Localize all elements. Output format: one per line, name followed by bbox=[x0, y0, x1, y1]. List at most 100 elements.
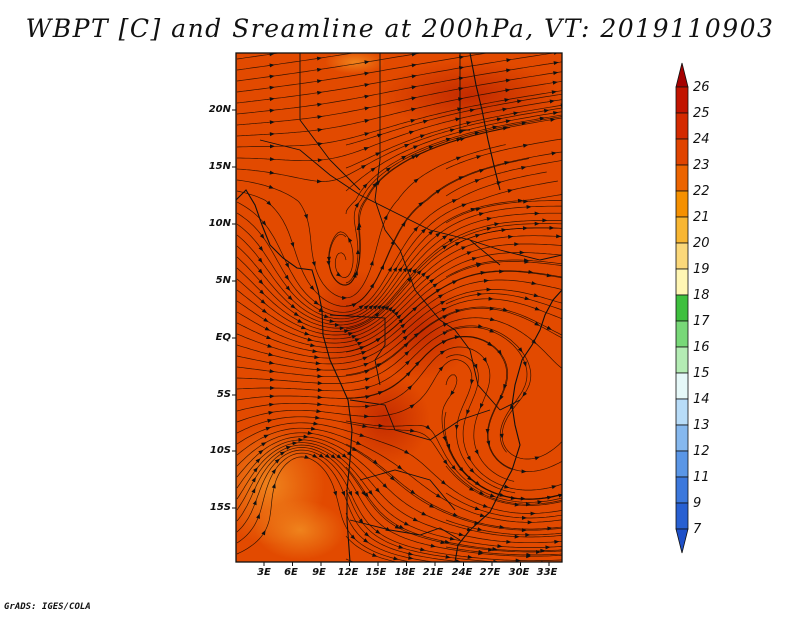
streamline-arrow bbox=[267, 343, 273, 348]
streamline-arrow bbox=[408, 555, 414, 560]
streamline-arrow bbox=[364, 83, 370, 87]
streamline-arrow bbox=[476, 155, 482, 160]
streamline-arrow bbox=[369, 260, 374, 266]
lon-label-30e: 30E bbox=[508, 567, 530, 578]
streamline-arrow bbox=[497, 544, 503, 549]
streamline-arrow bbox=[517, 198, 523, 203]
streamline-arrow bbox=[382, 483, 388, 489]
streamline-arrow bbox=[377, 391, 384, 396]
streamline-arrow bbox=[523, 199, 529, 204]
streamline-arrow bbox=[346, 451, 353, 456]
streamline-arrow bbox=[487, 341, 493, 347]
streamline bbox=[346, 335, 562, 472]
streamline-arrow bbox=[413, 178, 419, 184]
streamline-arrow bbox=[545, 545, 551, 550]
streamline-arrow bbox=[539, 116, 545, 121]
streamline-arrow bbox=[405, 360, 411, 366]
streamline-arrow bbox=[466, 527, 473, 532]
streamline-arrow bbox=[372, 182, 378, 188]
streamline-arrow bbox=[261, 530, 266, 536]
streamline-arrow bbox=[312, 453, 318, 458]
streamline bbox=[236, 447, 562, 557]
streamline-arrow bbox=[368, 304, 374, 310]
streamline-arrow bbox=[362, 424, 368, 428]
streamline bbox=[445, 519, 562, 536]
streamline bbox=[236, 346, 515, 482]
streamline-arrow bbox=[391, 308, 397, 314]
colorbar-swatch bbox=[675, 112, 689, 140]
streamline-arrow bbox=[317, 115, 323, 120]
streamline-arrow bbox=[333, 490, 338, 497]
streamline-arrow bbox=[269, 85, 275, 90]
streamline bbox=[345, 116, 562, 284]
streamline-arrow bbox=[258, 449, 264, 455]
streamline-arrow bbox=[318, 453, 325, 458]
streamline-arrow bbox=[442, 459, 448, 465]
streamline-arrow bbox=[389, 475, 396, 481]
streamline-arrow bbox=[455, 242, 461, 246]
lon-label-3e: 3E bbox=[257, 567, 271, 578]
streamline bbox=[236, 456, 413, 562]
streamline-arrow bbox=[351, 446, 358, 452]
streamline bbox=[236, 449, 562, 562]
streamline-arrow bbox=[486, 217, 492, 221]
streamline bbox=[236, 53, 489, 93]
streamline-arrow bbox=[316, 409, 322, 414]
streamline bbox=[236, 194, 562, 320]
streamline-arrow bbox=[553, 111, 559, 116]
streamline-arrow bbox=[522, 391, 527, 397]
lon-label-18e: 18E bbox=[394, 567, 416, 578]
lat-label-5n: 5N bbox=[215, 275, 231, 286]
streamline-arrow bbox=[429, 503, 435, 508]
streamline-arrow bbox=[461, 246, 467, 251]
streamline-arrow bbox=[354, 338, 360, 343]
streamline-arrow bbox=[287, 295, 293, 301]
streamline-arrow bbox=[264, 326, 271, 331]
streamline-arrow bbox=[269, 120, 275, 125]
streamline-arrow bbox=[284, 274, 289, 281]
streamline-arrow bbox=[428, 145, 434, 150]
streamline-arrow bbox=[385, 167, 392, 172]
lat-label-5s: 5S bbox=[216, 389, 231, 400]
streamline-arrow bbox=[396, 314, 402, 320]
streamline bbox=[445, 200, 562, 224]
streamline-arrow bbox=[410, 118, 416, 123]
streamline-arrow bbox=[284, 262, 290, 268]
streamline-arrow bbox=[553, 61, 559, 66]
streamline bbox=[236, 326, 528, 453]
colorbar-label-17: 17 bbox=[693, 314, 710, 329]
streamline-arrow bbox=[318, 308, 325, 312]
colorbar-swatch bbox=[675, 86, 689, 114]
streamline-arrow bbox=[543, 108, 550, 113]
streamline-arrow bbox=[261, 308, 268, 314]
streamline-arrow bbox=[268, 410, 274, 415]
lon-label-27e: 27E bbox=[479, 567, 501, 578]
streamline-arrow bbox=[458, 130, 465, 134]
streamline-arrow bbox=[496, 117, 502, 122]
streamline-arrow bbox=[451, 199, 458, 204]
streamline-arrow bbox=[358, 518, 364, 524]
streamline-arrow bbox=[368, 490, 373, 496]
streamline-arrow bbox=[499, 394, 504, 401]
streamline-arrow bbox=[407, 267, 413, 273]
streamline-arrow bbox=[347, 237, 353, 243]
streamline-arrow bbox=[315, 361, 321, 366]
streamline-arrow bbox=[393, 311, 399, 317]
streamline bbox=[345, 111, 562, 192]
lon-label-21e: 21E bbox=[422, 567, 444, 578]
streamline-arrow bbox=[347, 332, 354, 336]
streamline-arrow bbox=[387, 266, 392, 272]
streamline-arrow bbox=[474, 131, 480, 136]
streamline-arrow bbox=[421, 228, 427, 234]
streamline-arrow bbox=[317, 374, 323, 379]
streamline bbox=[445, 293, 562, 311]
streamline-arrow bbox=[432, 283, 438, 288]
streamline-arrow bbox=[268, 352, 274, 357]
streamline bbox=[236, 439, 562, 544]
colorbar bbox=[675, 62, 689, 554]
streamline-arrow bbox=[416, 269, 422, 275]
streamline-arrow bbox=[341, 490, 345, 497]
streamline-arrow bbox=[292, 441, 298, 446]
lon-label-6e: 6E bbox=[284, 567, 298, 578]
streamline-arrow bbox=[364, 414, 370, 419]
